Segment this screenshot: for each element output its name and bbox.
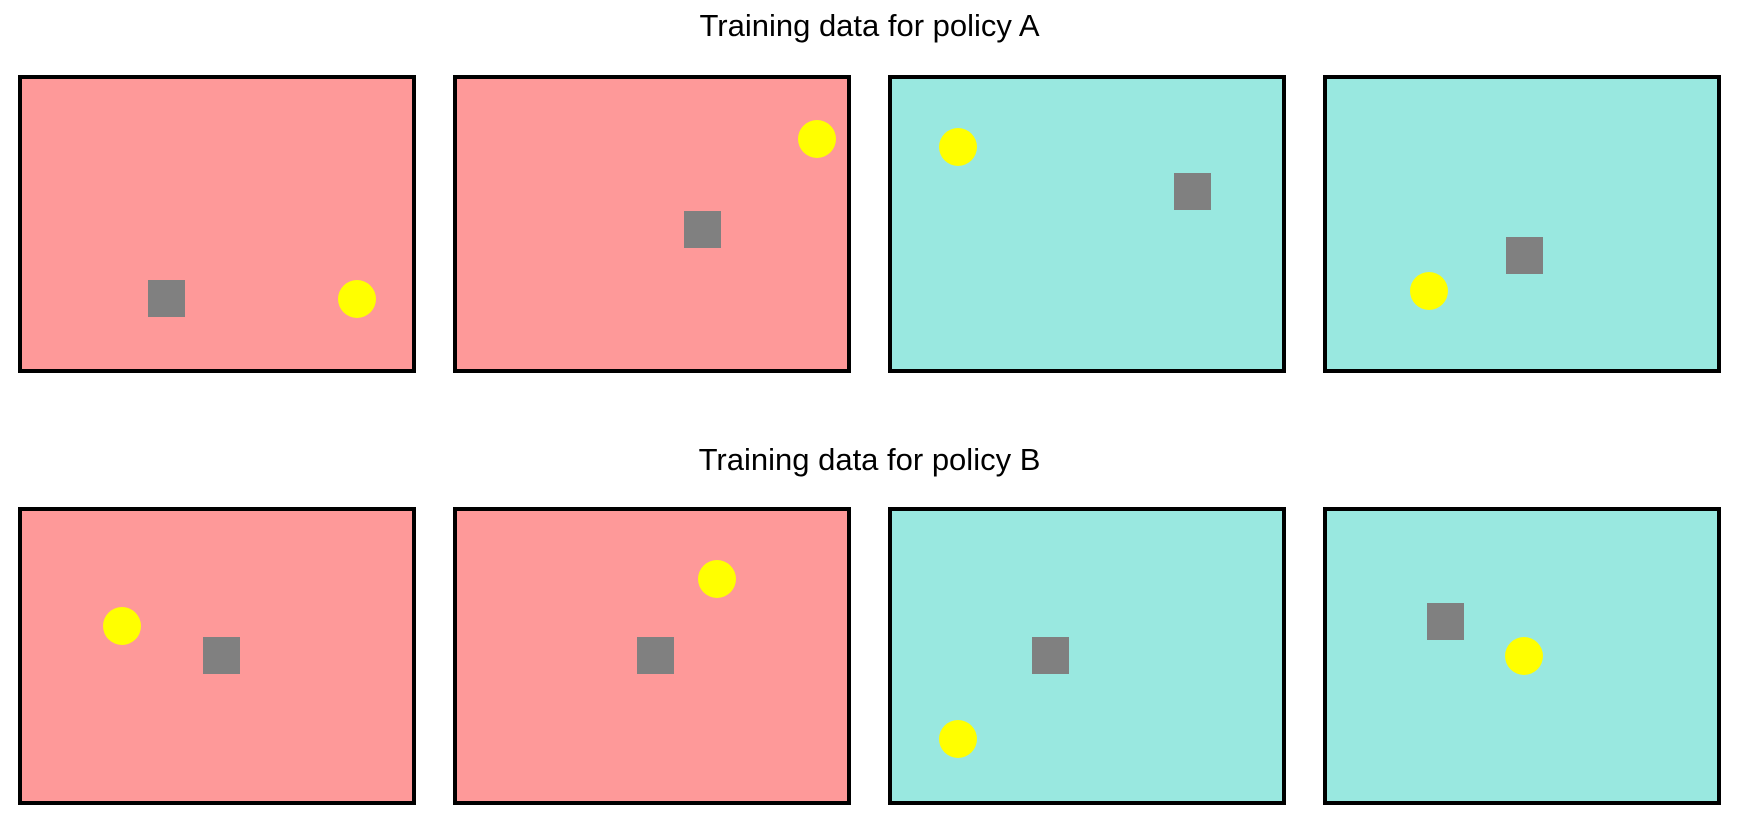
- yellow-circle-icon: [1410, 272, 1448, 310]
- policy-a-panel-4: [1323, 75, 1721, 373]
- gray-square-icon: [684, 211, 721, 248]
- yellow-circle-icon: [1505, 637, 1543, 675]
- gray-square-icon: [1174, 173, 1211, 210]
- yellow-circle-icon: [939, 720, 977, 758]
- policy-b-panel-4: [1323, 507, 1721, 805]
- gray-square-icon: [637, 637, 674, 674]
- policy-b-panel-1: [18, 507, 416, 805]
- yellow-circle-icon: [939, 128, 977, 166]
- yellow-circle-icon: [698, 560, 736, 598]
- policy-a-panel-3: [888, 75, 1286, 373]
- gray-square-icon: [148, 280, 185, 317]
- yellow-circle-icon: [798, 120, 836, 158]
- gray-square-icon: [1506, 237, 1543, 274]
- gray-square-icon: [203, 637, 240, 674]
- policy-a-title: Training data for policy A: [699, 8, 1040, 43]
- gray-square-icon: [1427, 603, 1464, 640]
- policy-b-panel-2: [453, 507, 851, 805]
- policy-b-panels: [18, 507, 1722, 805]
- policy-b-title: Training data for policy B: [698, 442, 1041, 477]
- policy-b-panel-3: [888, 507, 1286, 805]
- yellow-circle-icon: [103, 607, 141, 645]
- policy-a-panel-1: [18, 75, 416, 373]
- yellow-circle-icon: [338, 280, 376, 318]
- policy-a-panels: [18, 75, 1722, 373]
- gray-square-icon: [1032, 637, 1069, 674]
- policy-a-panel-2: [453, 75, 851, 373]
